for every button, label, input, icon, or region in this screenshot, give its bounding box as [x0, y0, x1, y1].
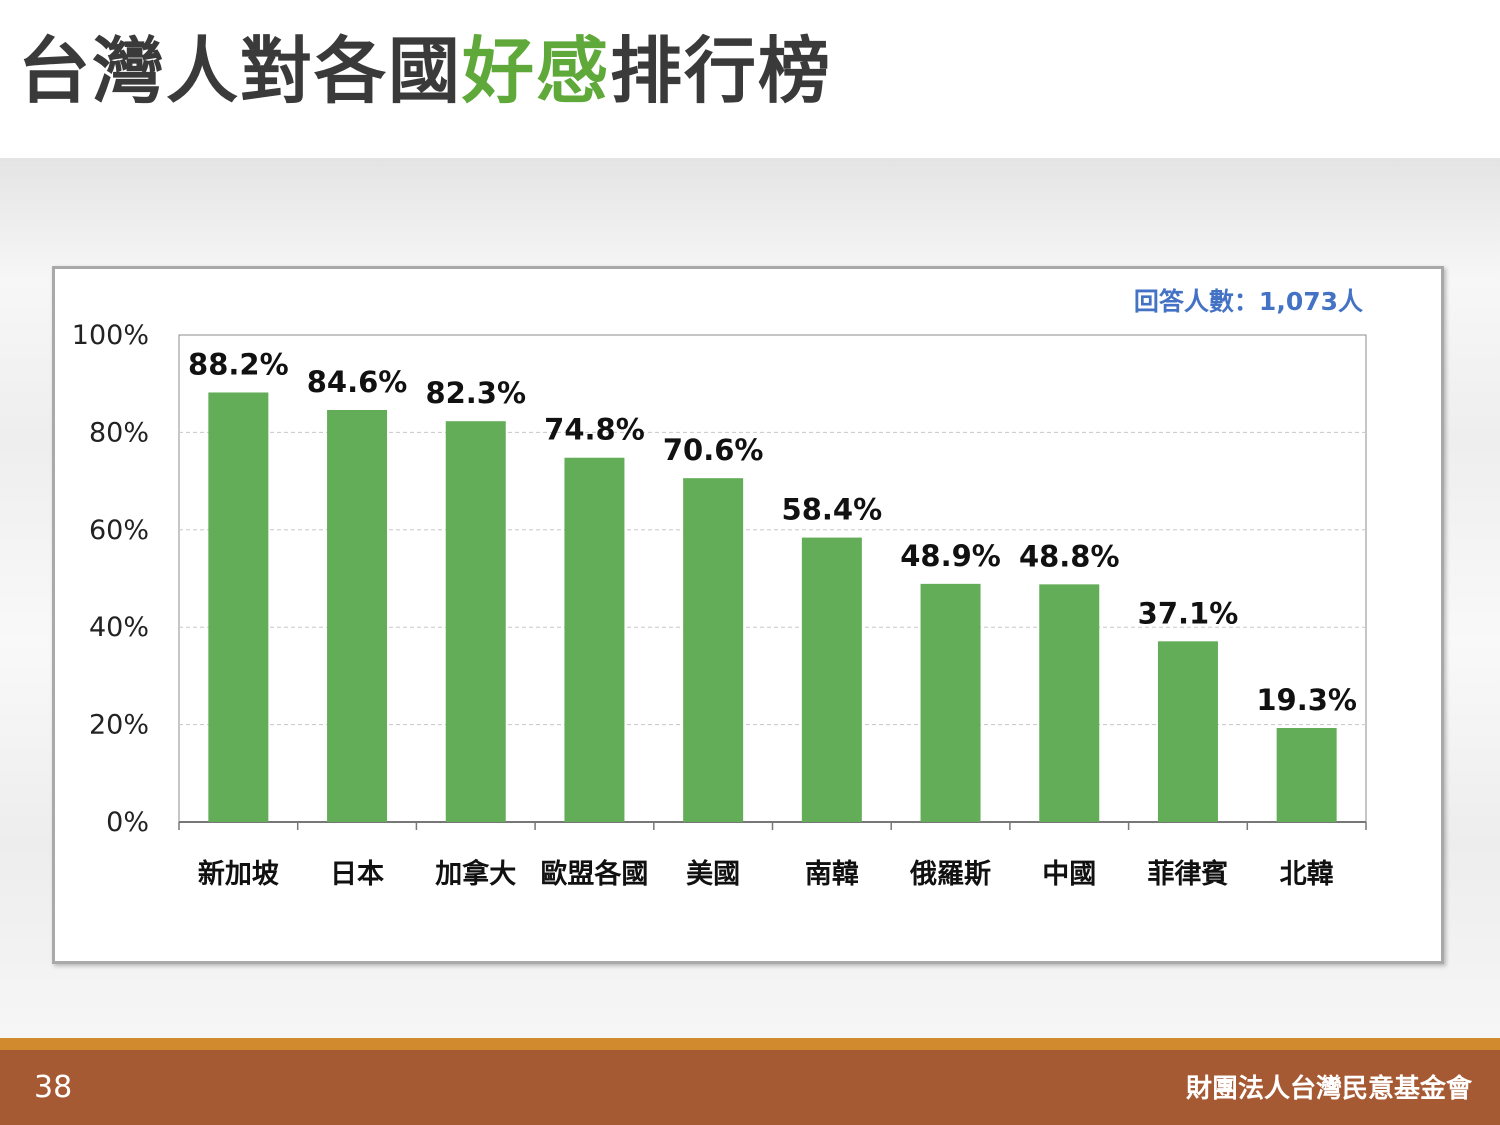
y-tick-label: 20%: [89, 710, 149, 741]
bar: [801, 537, 862, 822]
bar: [1276, 728, 1337, 822]
data-label: 19.3%: [1256, 683, 1357, 717]
bar: [920, 583, 981, 822]
data-label: 74.8%: [544, 413, 645, 447]
x-tick-label: 中國: [1042, 859, 1096, 890]
x-tick-label: 菲律賓: [1147, 858, 1228, 890]
bar: [208, 392, 269, 822]
data-label: 84.6%: [307, 365, 408, 399]
bar: [327, 409, 388, 822]
bar: [683, 478, 744, 822]
data-label: 88.2%: [188, 347, 289, 381]
x-tick-label: 南韓: [805, 859, 859, 890]
data-label: 37.1%: [1138, 596, 1239, 630]
data-label: 82.3%: [425, 376, 526, 410]
x-tick-label: 美國: [686, 858, 740, 890]
title-highlight: 好感: [462, 29, 611, 113]
x-tick-label: 加拿大: [435, 858, 516, 890]
data-label: 48.8%: [1019, 539, 1120, 573]
x-tick-label: 北韓: [1280, 859, 1334, 890]
y-tick-label: 40%: [89, 612, 149, 643]
title-part-2: 排行榜: [610, 29, 833, 113]
data-label: 70.6%: [663, 433, 764, 467]
bar: [445, 421, 506, 822]
chart-frame: 0% 20% 40% 60% 80% 100% 88.2% 新加坡 84.6% 日本 82.3% 加拿…: [52, 266, 1444, 964]
data-label: 48.9%: [900, 539, 1001, 573]
y-tick-label: 0%: [106, 807, 149, 838]
y-tick-label: 60%: [89, 515, 149, 546]
slide-title: 台灣人對各國好感排行榜: [18, 29, 833, 113]
bar: [1157, 641, 1218, 822]
page-number: 38: [34, 1070, 73, 1105]
bar: [1039, 584, 1100, 822]
x-tick-label: 歐盟各國: [540, 858, 648, 890]
x-tick-label: 日本: [330, 859, 384, 890]
footer: 38 財團法人台灣民意基金會: [0, 1050, 1500, 1125]
y-tick-label: 100%: [72, 320, 149, 351]
organization-name: 財團法人台灣民意基金會: [1185, 1074, 1472, 1104]
y-tick-label: 80%: [89, 417, 149, 448]
x-tick-label: 俄羅斯: [909, 859, 991, 890]
title-part-1: 台灣人對各國: [18, 29, 463, 113]
bar-chart: 0% 20% 40% 60% 80% 100% 88.2% 新加坡 84.6% 日本 82.3% 加拿…: [72, 287, 1367, 890]
footer-stripe: [0, 1038, 1500, 1050]
data-label: 58.4%: [782, 493, 883, 527]
x-tick-label: 新加坡: [198, 858, 279, 890]
respondents-annotation: 回答人數：1,073人: [1134, 287, 1363, 316]
bar: [564, 457, 625, 822]
